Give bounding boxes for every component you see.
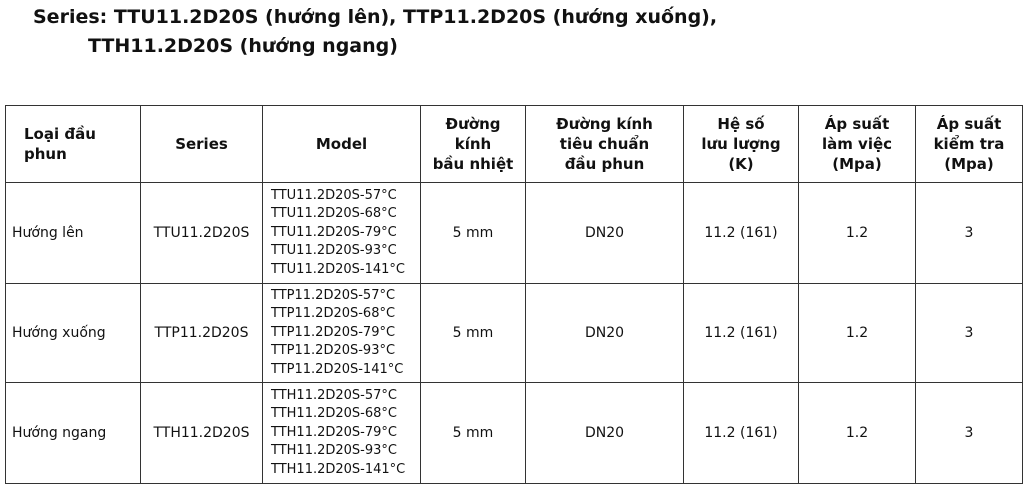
- cell: 11.2 (161): [683, 182, 799, 284]
- table-row: Hướng lên TTU11.2D20S TTU11.2D20S-57°C TTU1…: [5, 182, 1023, 284]
- cell: 11.2 (161): [683, 382, 799, 484]
- model: TTP11.2D20S-68°C: [271, 306, 396, 322]
- cell: TTU11.2D20S: [140, 182, 263, 284]
- model-cell: TTH11.2D20S-57°C TTH11.2D20S-68°C TTH11.2D…: [262, 382, 421, 484]
- cell: TTP11.2D20S: [140, 283, 263, 383]
- title: Series: TTU11.2D20S (hướng lên), TTP11.2…: [33, 6, 718, 28]
- cell: Hướng lên: [5, 182, 141, 284]
- model: TTU11.2D20S-141°C: [271, 261, 405, 277]
- model: TTP11.2D20S-141°C: [271, 361, 404, 377]
- header-line: Hệ số: [717, 115, 765, 133]
- cell: Hướng xuống: [5, 283, 141, 383]
- spec-table: Loại đầu phun Series Model Đường kính bầu nhiệ…: [5, 105, 1023, 484]
- header-line: đầu phun: [564, 155, 645, 173]
- header-row: Loại đầu phun Series Model Đường kính bầu nhiệ…: [5, 105, 1023, 183]
- cell: DN20: [525, 382, 684, 484]
- header-cell: Loại đầu phun: [5, 105, 141, 183]
- header-line: (K): [728, 155, 754, 173]
- cell: 5 mm: [420, 283, 526, 383]
- model-cell: TTU11.2D20S-57°C TTU11.2D20S-68°C TTU11.2D…: [262, 182, 421, 284]
- cell: 1.2: [798, 382, 916, 484]
- model: TTP11.2D20S-79°C: [271, 324, 396, 340]
- header-cell: Áp suất kiểm tra (Mpa): [915, 105, 1023, 183]
- header-line: Áp suất: [824, 115, 890, 133]
- cell: 3: [915, 182, 1023, 284]
- model-cell: TTP11.2D20S-57°C TTP11.2D20S-68°C TTP11.2D…: [262, 283, 421, 383]
- header-line: Áp suất: [936, 115, 1002, 133]
- model: TTH11.2D20S-141°C: [271, 461, 406, 477]
- model: TTU11.2D20S-93°C: [271, 243, 397, 259]
- header-line: (Mpa): [832, 155, 882, 173]
- header-line: bầu nhiệt: [432, 155, 514, 173]
- cell: 1.2: [798, 182, 916, 284]
- model: TTP11.2D20S-57°C: [271, 287, 396, 303]
- header-cell: Đường kính bầu nhiệt: [420, 105, 526, 183]
- cell: DN20: [525, 182, 684, 284]
- header-line: (Mpa): [944, 155, 994, 173]
- cell: Hướng ngang: [5, 382, 141, 484]
- model: TTH11.2D20S-57°C: [271, 387, 397, 403]
- cell: DN20: [525, 283, 684, 383]
- header-line: Series: [175, 135, 228, 153]
- model: TTU11.2D20S-57°C: [271, 187, 397, 203]
- model: TTH11.2D20S-93°C: [271, 443, 397, 459]
- model: TTH11.2D20S-79°C: [271, 424, 397, 440]
- header-cell: Series: [140, 105, 263, 183]
- header-line: Loại đầu: [24, 125, 96, 143]
- cell: 1.2: [798, 283, 916, 383]
- cell: 5 mm: [420, 382, 526, 484]
- cell: 11.2 (161): [683, 283, 799, 383]
- model: TTU11.2D20S-79°C: [271, 224, 397, 240]
- header-line: kiểm tra: [933, 135, 1005, 153]
- model: TTP11.2D20S-93°C: [271, 343, 396, 359]
- header-line: lưu lượng: [701, 135, 781, 153]
- cell: TTH11.2D20S: [140, 382, 263, 484]
- cell: 3: [915, 382, 1023, 484]
- table-row: Hướng xuống TTP11.2D20S TTP11.2D20S-57°C TT…: [5, 283, 1023, 383]
- header-line: tiêu chuẩn: [559, 135, 650, 153]
- model: TTU11.2D20S-68°C: [271, 206, 397, 222]
- cell: 5 mm: [420, 182, 526, 284]
- model: TTH11.2D20S-68°C: [271, 406, 397, 422]
- header-line: Model: [315, 135, 368, 153]
- header-line: phun: [24, 145, 67, 163]
- header-line: làm việc: [821, 135, 893, 153]
- table-row: Hướng ngang TTH11.2D20S TTH11.2D20S-57°C TT…: [5, 382, 1023, 484]
- header-line: Đường: [445, 115, 501, 133]
- title: TTH11.2D20S (hướng ngang): [88, 35, 398, 57]
- header-line: Đường kính: [556, 115, 653, 133]
- header-cell: Áp suất làm việc (Mpa): [798, 105, 916, 183]
- header-cell: Model: [262, 105, 421, 183]
- header-line: kính: [454, 135, 492, 153]
- header-cell: Đường kính tiêu chuẩn đầu phun: [525, 105, 684, 183]
- header-cell: Hệ số lưu lượng (K): [683, 105, 799, 183]
- cell: 3: [915, 283, 1023, 383]
